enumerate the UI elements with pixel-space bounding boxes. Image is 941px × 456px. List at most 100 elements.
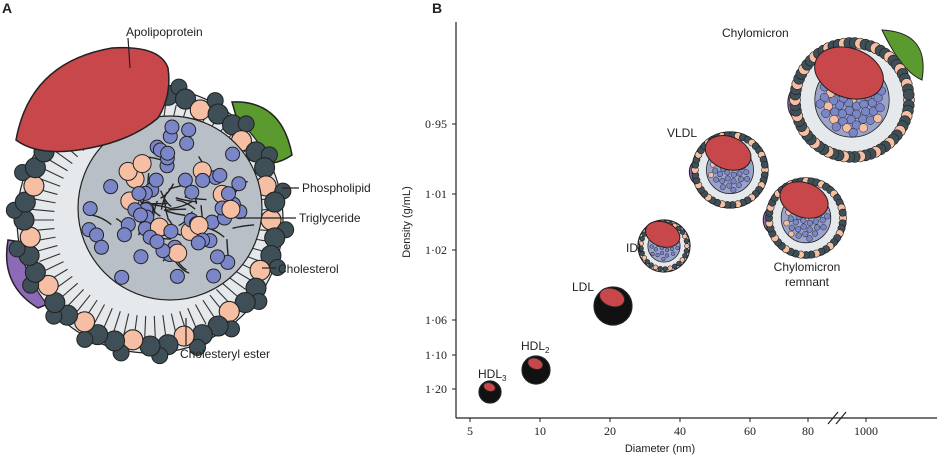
particle-ldl <box>593 286 633 326</box>
core-bead <box>669 246 675 252</box>
core-bead <box>712 167 719 174</box>
core-bead <box>811 230 819 237</box>
cholesteryl-ester-molecule <box>116 227 132 243</box>
core-bead <box>842 123 852 133</box>
core-bead <box>800 223 807 230</box>
x-tick-label: 40 <box>674 424 686 438</box>
y-tick-label: 1·06 <box>425 313 447 327</box>
y-tick-label: 1·01 <box>425 187 447 201</box>
core-bead <box>665 247 670 253</box>
apolipoprotein <box>704 135 752 171</box>
cholesteryl-ester-molecule <box>184 184 200 200</box>
core-bead <box>724 169 731 176</box>
core-bead <box>873 113 883 123</box>
particle-label-chylomicron-remnant-line2: remnant <box>785 275 830 289</box>
surface-bead <box>644 259 651 265</box>
apolipoprotein <box>814 46 884 100</box>
lipoprotein-particles <box>478 29 924 404</box>
axis-break-mark <box>827 411 839 425</box>
apolipoprotein <box>645 220 681 248</box>
core-bead <box>788 224 795 231</box>
core-bead <box>737 176 744 183</box>
cholesterol-molecule <box>189 215 209 235</box>
label-cholesteryl-ester: Cholesteryl ester <box>180 347 270 361</box>
panel-b-label: B <box>432 0 442 16</box>
cholesteryl-ester-molecule <box>82 201 98 217</box>
surface-bead <box>676 260 682 267</box>
label-apolipoprotein: Apolipoprotein <box>126 25 203 39</box>
particle-vldl <box>688 131 769 209</box>
panel-a-label: A <box>2 0 12 16</box>
cholesteryl-ester-molecule <box>133 249 149 265</box>
y-tick-label: 1·10 <box>425 348 447 362</box>
y-tick-label: 0·95 <box>425 117 447 131</box>
core-bead <box>806 235 813 242</box>
surface-bead <box>648 262 654 268</box>
surface-bead <box>641 255 647 261</box>
core-bead <box>831 122 841 132</box>
core-bead <box>848 128 858 138</box>
particle-hdl3 <box>478 380 502 404</box>
core-bead <box>744 176 751 182</box>
y-ticks: 0·95 1·01 1·02 1·06 1·10 1·20 <box>425 117 456 396</box>
core-bead <box>858 123 868 133</box>
cholesteryl-ester-molecule <box>212 167 228 183</box>
core-bead <box>735 182 742 189</box>
phospholipid-head <box>189 338 207 356</box>
y-axis-title: Density (g/mL) <box>401 186 413 258</box>
phospholipid-head <box>8 240 26 258</box>
core-bead <box>837 109 847 119</box>
panel-a-annotations: Apolipoprotein Phospholipid Triglyceride… <box>126 25 371 361</box>
particle-label-hdl3: HDL3 <box>478 367 507 383</box>
core-bead <box>649 244 654 249</box>
surface-bead <box>683 238 690 244</box>
particle-chylomicron-remnant <box>762 177 847 259</box>
core-bead <box>661 256 666 262</box>
density-plot-axes <box>455 22 937 425</box>
cholesteryl-ester-molecule <box>179 135 195 151</box>
cholesteryl-ester-molecule <box>149 234 165 250</box>
core-bead <box>664 253 670 258</box>
phospholipid-head <box>264 227 286 249</box>
phospholipid-head <box>237 115 255 133</box>
core-bead <box>717 171 724 178</box>
cholesterol-molecule <box>249 259 271 281</box>
surface-bead <box>672 263 678 270</box>
cholesteryl-ester-molecule <box>220 186 236 202</box>
cholesteryl-ester-molecule <box>209 249 225 265</box>
x-tick-label: 80 <box>802 424 814 438</box>
label-cholesterol: Cholesterol <box>278 262 339 276</box>
core-bead <box>719 178 726 184</box>
cholesteryl-ester-molecule <box>181 122 197 138</box>
cholesteryl-ester-molecule <box>160 145 176 161</box>
cholesteryl-ester-molecule <box>164 119 180 135</box>
axis-break-mark <box>835 411 847 425</box>
x-tick-label: 1000 <box>854 424 878 438</box>
cholesteryl-ester-molecule <box>93 239 109 255</box>
surface-bead <box>683 248 690 254</box>
core-bead <box>730 187 737 193</box>
apolipoprotein <box>779 181 829 219</box>
core-bead <box>795 232 802 239</box>
y-tick-label: 1·02 <box>425 243 447 257</box>
core-bead <box>875 103 885 113</box>
cholesteryl-ester-molecule <box>169 268 185 284</box>
cholesterol-molecule <box>221 199 241 219</box>
core-bead <box>653 247 658 252</box>
surface-bead <box>679 257 686 263</box>
core-bead <box>819 217 826 224</box>
surface-bead <box>662 266 668 272</box>
apolipoprotein <box>527 357 544 370</box>
core-bead <box>730 178 737 185</box>
apolipoprotein-shape <box>15 46 170 153</box>
cholesteryl-ester-molecule <box>206 268 222 284</box>
particle-label-chylomicron-remnant: Chylomicron <box>774 260 841 274</box>
surface-bead <box>902 88 915 101</box>
particle-label-idl: IDL <box>626 241 645 255</box>
x-tick-label: 5 <box>467 424 473 438</box>
surface-bead <box>760 161 769 169</box>
core-bead <box>743 169 750 176</box>
cholesteryl-ester-molecule <box>195 172 211 188</box>
surface-bead <box>652 264 659 271</box>
